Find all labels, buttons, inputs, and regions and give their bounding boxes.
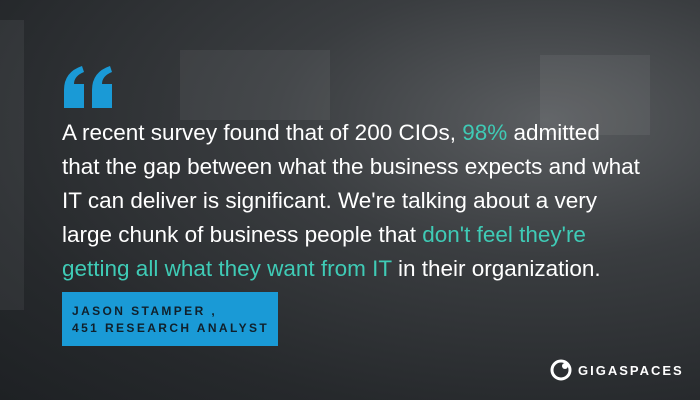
highlight-text: don't feel they're (422, 222, 586, 247)
quote-line: that the gap between what the business e… (62, 150, 640, 184)
attribution-box: JASON STAMPER , 451 RESEARCH ANALYST (62, 292, 278, 346)
logo-icon (550, 359, 572, 381)
quote-segment: A recent survey found that of 200 CIOs, (62, 120, 463, 145)
highlight-text: 98% (462, 120, 508, 145)
quote-text: A recent survey found that of 200 CIOs, … (62, 116, 640, 286)
logo: GIGASPACES (550, 358, 684, 382)
quote-segment: large chunk of business people that (62, 222, 423, 247)
highlight-text: getting all what they want from IT (62, 256, 392, 281)
quote-line: getting all what they want from IT in th… (62, 252, 640, 286)
quote-segment: admitted (507, 120, 600, 145)
quote-line: A recent survey found that of 200 CIOs, … (62, 116, 640, 150)
attribution-name: JASON STAMPER , (72, 304, 218, 318)
quote-line: IT can deliver is significant. We're tal… (62, 184, 640, 218)
attribution-role: 451 RESEARCH ANALYST (72, 321, 270, 335)
background-shape (180, 50, 330, 120)
background-shape (540, 55, 650, 135)
quote-line: large chunk of business people that don'… (62, 218, 640, 252)
quote-segment: that the gap between what the business e… (62, 154, 640, 179)
quote-segment: IT can deliver is significant. We're tal… (62, 188, 597, 213)
logo-text: GIGASPACES (578, 362, 684, 378)
background-shape (0, 20, 24, 310)
quote-segment: in their organization. (391, 256, 601, 281)
quote-mark (64, 66, 112, 108)
